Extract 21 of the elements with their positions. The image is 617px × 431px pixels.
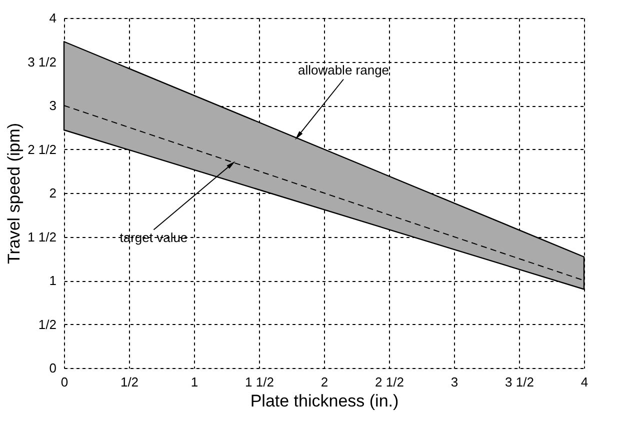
y-tick-label: 2: [49, 186, 56, 200]
y-tick-label: 4: [49, 10, 56, 26]
annotation: allowable range: [298, 62, 390, 78]
y-axis-title: Travel speed (ipm): [4, 122, 24, 264]
x-tick-label: 1/2: [120, 374, 139, 390]
x-tick-label: 0: [60, 374, 68, 390]
y-tick-label: 0: [49, 360, 56, 376]
y-tick-label: 3 1/2: [28, 54, 56, 70]
x-tick-label: 1 1/2: [245, 374, 274, 390]
y-tick-label: 1 1/2: [28, 229, 56, 244]
y-tick-label: 2 1/2: [28, 142, 56, 157]
x-axis-title: Plate thickness (in.): [250, 392, 399, 410]
y-tick-label: 1: [49, 273, 56, 288]
x-tick-label: 1: [190, 374, 198, 390]
y-tick-label: 3: [49, 98, 56, 113]
x-tick-label: 3 1/2: [505, 374, 534, 390]
x-tick-label: 3: [450, 374, 458, 390]
x-tick-label: 4: [580, 374, 588, 390]
y-tick-label: 1/2: [38, 316, 56, 332]
x-tick-label: 2: [320, 374, 328, 390]
x-tick-label: 2 1/2: [375, 374, 404, 390]
